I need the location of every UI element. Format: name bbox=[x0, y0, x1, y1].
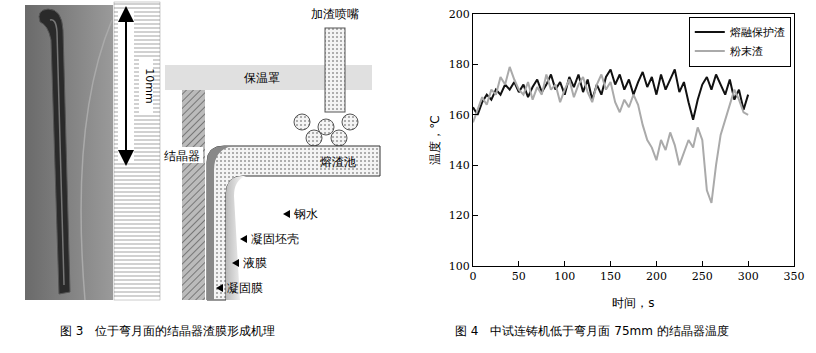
svg-text:350: 350 bbox=[784, 270, 805, 283]
svg-text:150: 150 bbox=[600, 270, 621, 283]
svg-text:粉末渣: 粉末渣 bbox=[730, 45, 763, 58]
svg-text:熔渣池: 熔渣池 bbox=[320, 155, 356, 169]
svg-text:熔融保护渣: 熔融保护渣 bbox=[730, 26, 785, 39]
svg-text:300: 300 bbox=[738, 270, 759, 283]
svg-text:凝固膜: 凝固膜 bbox=[227, 281, 263, 295]
svg-text:温度，℃: 温度，℃ bbox=[428, 115, 442, 164]
svg-text:结晶器: 结晶器 bbox=[164, 149, 200, 163]
svg-text:100: 100 bbox=[554, 270, 575, 283]
svg-text:100: 100 bbox=[449, 260, 470, 273]
svg-text:50: 50 bbox=[512, 270, 526, 283]
svg-text:200: 200 bbox=[646, 270, 667, 283]
svg-text:图 4 中试连铸机低于弯月面 75mm 的结晶器温度: 图 4 中试连铸机低于弯月面 75mm 的结晶器温度 bbox=[455, 324, 729, 338]
svg-text:120: 120 bbox=[449, 209, 470, 222]
svg-text:160: 160 bbox=[449, 109, 470, 122]
svg-text:250: 250 bbox=[692, 270, 713, 283]
svg-text:保温罩: 保温罩 bbox=[244, 71, 280, 85]
svg-text:200: 200 bbox=[449, 8, 470, 21]
svg-text:液膜: 液膜 bbox=[243, 256, 267, 270]
svg-text:0: 0 bbox=[470, 270, 477, 283]
svg-text:10mm: 10mm bbox=[143, 68, 156, 103]
svg-text:加渣喷嘴: 加渣喷嘴 bbox=[311, 7, 359, 21]
svg-text:钢水: 钢水 bbox=[293, 207, 318, 221]
svg-text:180: 180 bbox=[449, 58, 470, 71]
svg-text:140: 140 bbox=[449, 159, 470, 172]
svg-text:凝固坯壳: 凝固坯壳 bbox=[251, 232, 299, 246]
svg-text:图 3 位于弯月面的结晶器渣膜形成机理: 图 3 位于弯月面的结晶器渣膜形成机理 bbox=[60, 324, 275, 338]
svg-text:时间，s: 时间，s bbox=[612, 296, 654, 310]
